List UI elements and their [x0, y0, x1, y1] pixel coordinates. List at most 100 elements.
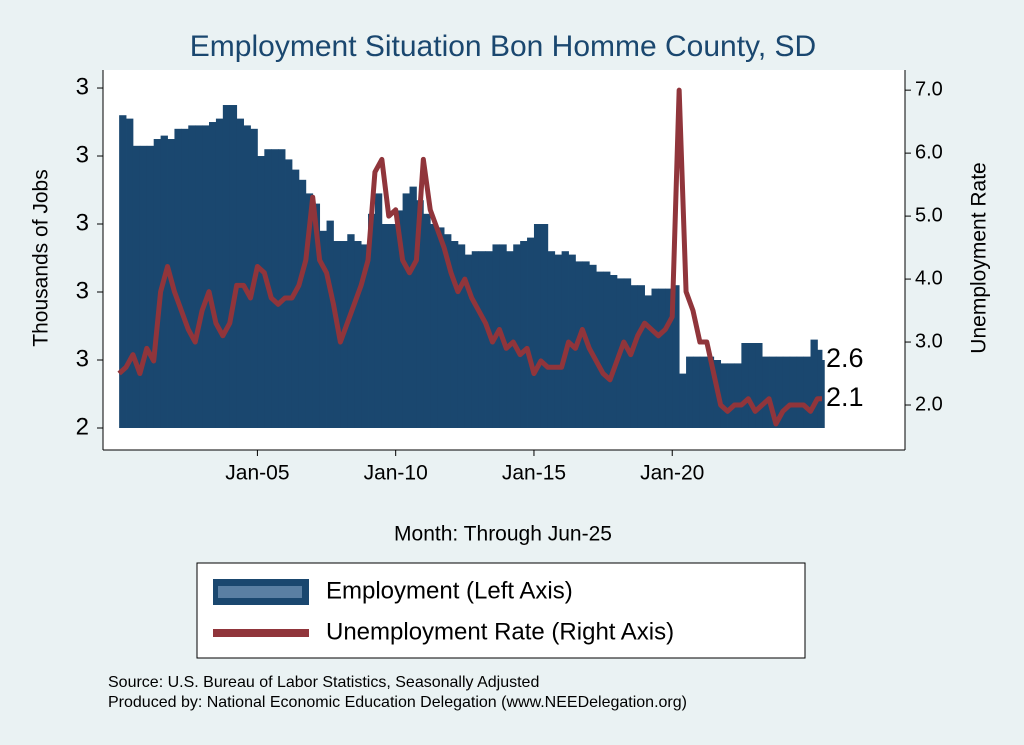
y-tick-label: 2 — [76, 413, 89, 440]
bar — [319, 230, 327, 428]
bar — [202, 125, 210, 428]
bar — [409, 186, 417, 428]
bar — [222, 105, 231, 429]
bar — [755, 343, 763, 428]
bar — [610, 275, 618, 428]
bar — [437, 227, 445, 428]
bar — [810, 339, 818, 428]
bar — [651, 288, 659, 428]
bar — [775, 356, 784, 428]
bar — [471, 251, 480, 428]
bar — [568, 254, 576, 428]
y-tick-label: 3 — [76, 345, 89, 372]
bar — [450, 241, 459, 428]
bar — [126, 118, 134, 429]
bar — [174, 128, 182, 428]
bar — [699, 356, 708, 428]
bar — [734, 363, 742, 428]
bar — [388, 224, 397, 428]
x-tick-label: Jan-10 — [364, 462, 428, 485]
bar — [416, 200, 424, 428]
bar — [291, 169, 300, 428]
y2-tick-label: 3.0 — [915, 330, 943, 352]
bar — [188, 125, 196, 428]
bar — [630, 285, 639, 428]
bar — [257, 156, 265, 428]
bar — [195, 125, 203, 428]
bar — [347, 234, 355, 428]
line — [117, 87, 823, 427]
legend-box — [196, 562, 806, 659]
bar — [402, 193, 410, 428]
bar — [146, 145, 155, 428]
bar — [637, 285, 645, 428]
bar — [506, 251, 514, 428]
bar — [513, 244, 521, 428]
bar — [658, 288, 666, 428]
end-label: 2.1 — [826, 382, 864, 412]
y-tick-label: 3 — [76, 73, 89, 100]
bar — [381, 224, 390, 428]
bar — [822, 360, 825, 428]
bar — [457, 244, 466, 428]
bar — [665, 288, 673, 428]
bar — [789, 356, 798, 428]
y-tick-label: 3 — [76, 209, 89, 236]
bar — [229, 105, 238, 429]
bar — [782, 356, 791, 428]
bar — [769, 356, 777, 428]
bar — [285, 159, 293, 428]
bar — [478, 251, 486, 428]
bar — [305, 193, 314, 428]
bar — [444, 234, 452, 428]
bar — [423, 213, 431, 428]
bar — [672, 285, 680, 428]
x-tick-label: Jan-20 — [640, 462, 704, 485]
y-axis-title: Thousands of Jobs — [30, 169, 53, 346]
bar — [520, 241, 528, 428]
bar — [139, 145, 148, 428]
legend-label: Employment (Left Axis) — [326, 577, 573, 604]
bar — [361, 244, 369, 428]
y2-axis-title: Unemployment Rate — [968, 162, 991, 353]
y2-tick-label: 5.0 — [915, 204, 943, 226]
y-tick-label: 3 — [76, 141, 89, 168]
bar — [686, 356, 694, 428]
bar — [554, 254, 563, 428]
bar — [644, 295, 652, 428]
y2-tick-label: 2.0 — [915, 393, 943, 415]
bar — [119, 115, 127, 429]
bar — [271, 149, 279, 428]
bar — [181, 128, 189, 428]
bar — [368, 213, 376, 428]
bar — [236, 118, 244, 429]
bar — [596, 271, 604, 428]
legend-swatch-inner — [218, 586, 302, 598]
bar — [374, 193, 383, 428]
end-label: 2.6 — [826, 343, 864, 373]
bar — [209, 122, 217, 429]
bar — [464, 254, 473, 428]
bar — [679, 373, 687, 428]
chart-title: Employment Situation Bon Homme County, S… — [190, 30, 816, 63]
bar — [803, 356, 811, 428]
x-axis-title: Month: Through Jun-25 — [394, 523, 612, 546]
bar — [706, 356, 715, 428]
x-tick-label: Jan-15 — [502, 462, 566, 485]
bar — [540, 224, 549, 428]
bar — [153, 139, 162, 428]
bar — [354, 241, 362, 428]
bar — [243, 125, 251, 428]
bar — [762, 356, 770, 428]
bar — [561, 251, 569, 428]
y2-tick-label: 6.0 — [915, 141, 943, 163]
bar — [727, 363, 735, 428]
bar — [817, 349, 823, 428]
y-tick-label: 3 — [76, 277, 89, 304]
bar — [326, 220, 334, 428]
bar — [741, 343, 749, 428]
bar — [430, 224, 438, 428]
bar — [692, 356, 701, 428]
bar — [533, 224, 542, 428]
